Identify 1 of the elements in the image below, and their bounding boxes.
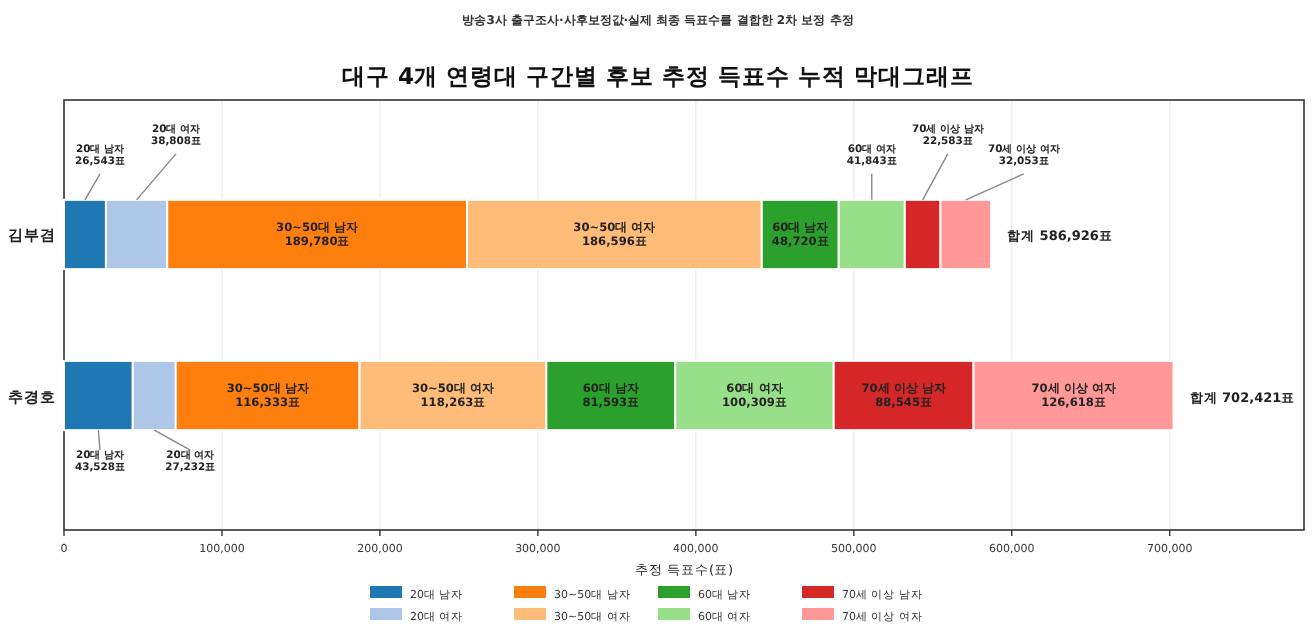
chart-title: 대구 4개 연령대 구간별 후보 추정 득표수 누적 막대그래프 [341,62,975,90]
